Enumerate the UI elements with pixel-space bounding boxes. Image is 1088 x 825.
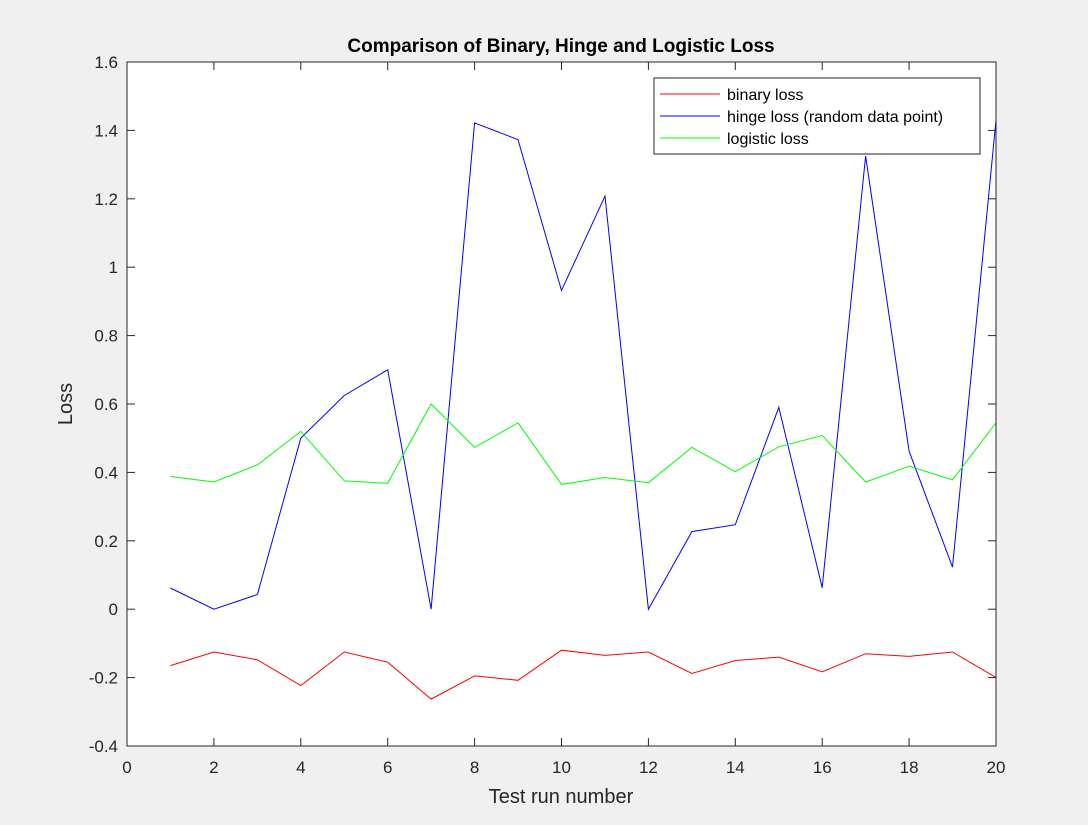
plot-area bbox=[127, 62, 996, 746]
y-tick-label: 1.4 bbox=[94, 121, 118, 140]
x-tick-label: 18 bbox=[900, 758, 919, 777]
legend: binary loss hinge loss (random data poin… bbox=[653, 77, 981, 155]
y-tick-label: 1.6 bbox=[94, 53, 118, 72]
y-tick-label: -0.2 bbox=[89, 669, 118, 688]
series-line-logistic-loss bbox=[170, 403, 997, 485]
x-tick-label: 8 bbox=[470, 758, 479, 777]
legend-label-logistic-loss: logistic loss bbox=[727, 131, 809, 148]
x-axis-label: Test run number bbox=[489, 786, 634, 808]
y-tick-label: 0.4 bbox=[94, 463, 118, 482]
x-tick-label: 12 bbox=[639, 758, 658, 777]
y-tick-label: 1.2 bbox=[94, 190, 118, 209]
y-tick-label: 0 bbox=[109, 600, 118, 619]
y-tick-label: 0.2 bbox=[94, 532, 118, 551]
y-tick-label: -0.4 bbox=[89, 737, 118, 756]
x-tick-label: 20 bbox=[987, 758, 1006, 777]
series-lines bbox=[170, 120, 997, 700]
x-tick-label: 14 bbox=[726, 758, 745, 777]
series-line-hinge-loss-random-data-point bbox=[170, 120, 997, 611]
legend-label-binary-loss: binary loss bbox=[727, 87, 803, 104]
x-tick-label: 10 bbox=[552, 758, 571, 777]
y-axis-label: Loss bbox=[55, 383, 77, 425]
y-tick-label: 0.8 bbox=[94, 327, 118, 346]
chart-title: Comparison of Binary, Hinge and Logistic… bbox=[347, 36, 774, 57]
series-line-binary-loss bbox=[170, 649, 997, 700]
axis-ticks: 0 2 4 6 8 10 12 14 16 18 20 -0.4 -0.2 0 0.2 0.4 0.6 0.8 1 1… bbox=[89, 53, 1006, 777]
x-tick-label: 16 bbox=[813, 758, 832, 777]
legend-label-hinge-loss: hinge loss (random data point) bbox=[727, 109, 943, 126]
x-tick-label: 4 bbox=[296, 758, 305, 777]
y-tick-label: 1 bbox=[109, 258, 118, 277]
x-tick-label: 2 bbox=[209, 758, 218, 777]
y-tick-label: 0.6 bbox=[94, 395, 118, 414]
x-tick-label: 0 bbox=[122, 758, 131, 777]
x-tick-label: 6 bbox=[383, 758, 392, 777]
